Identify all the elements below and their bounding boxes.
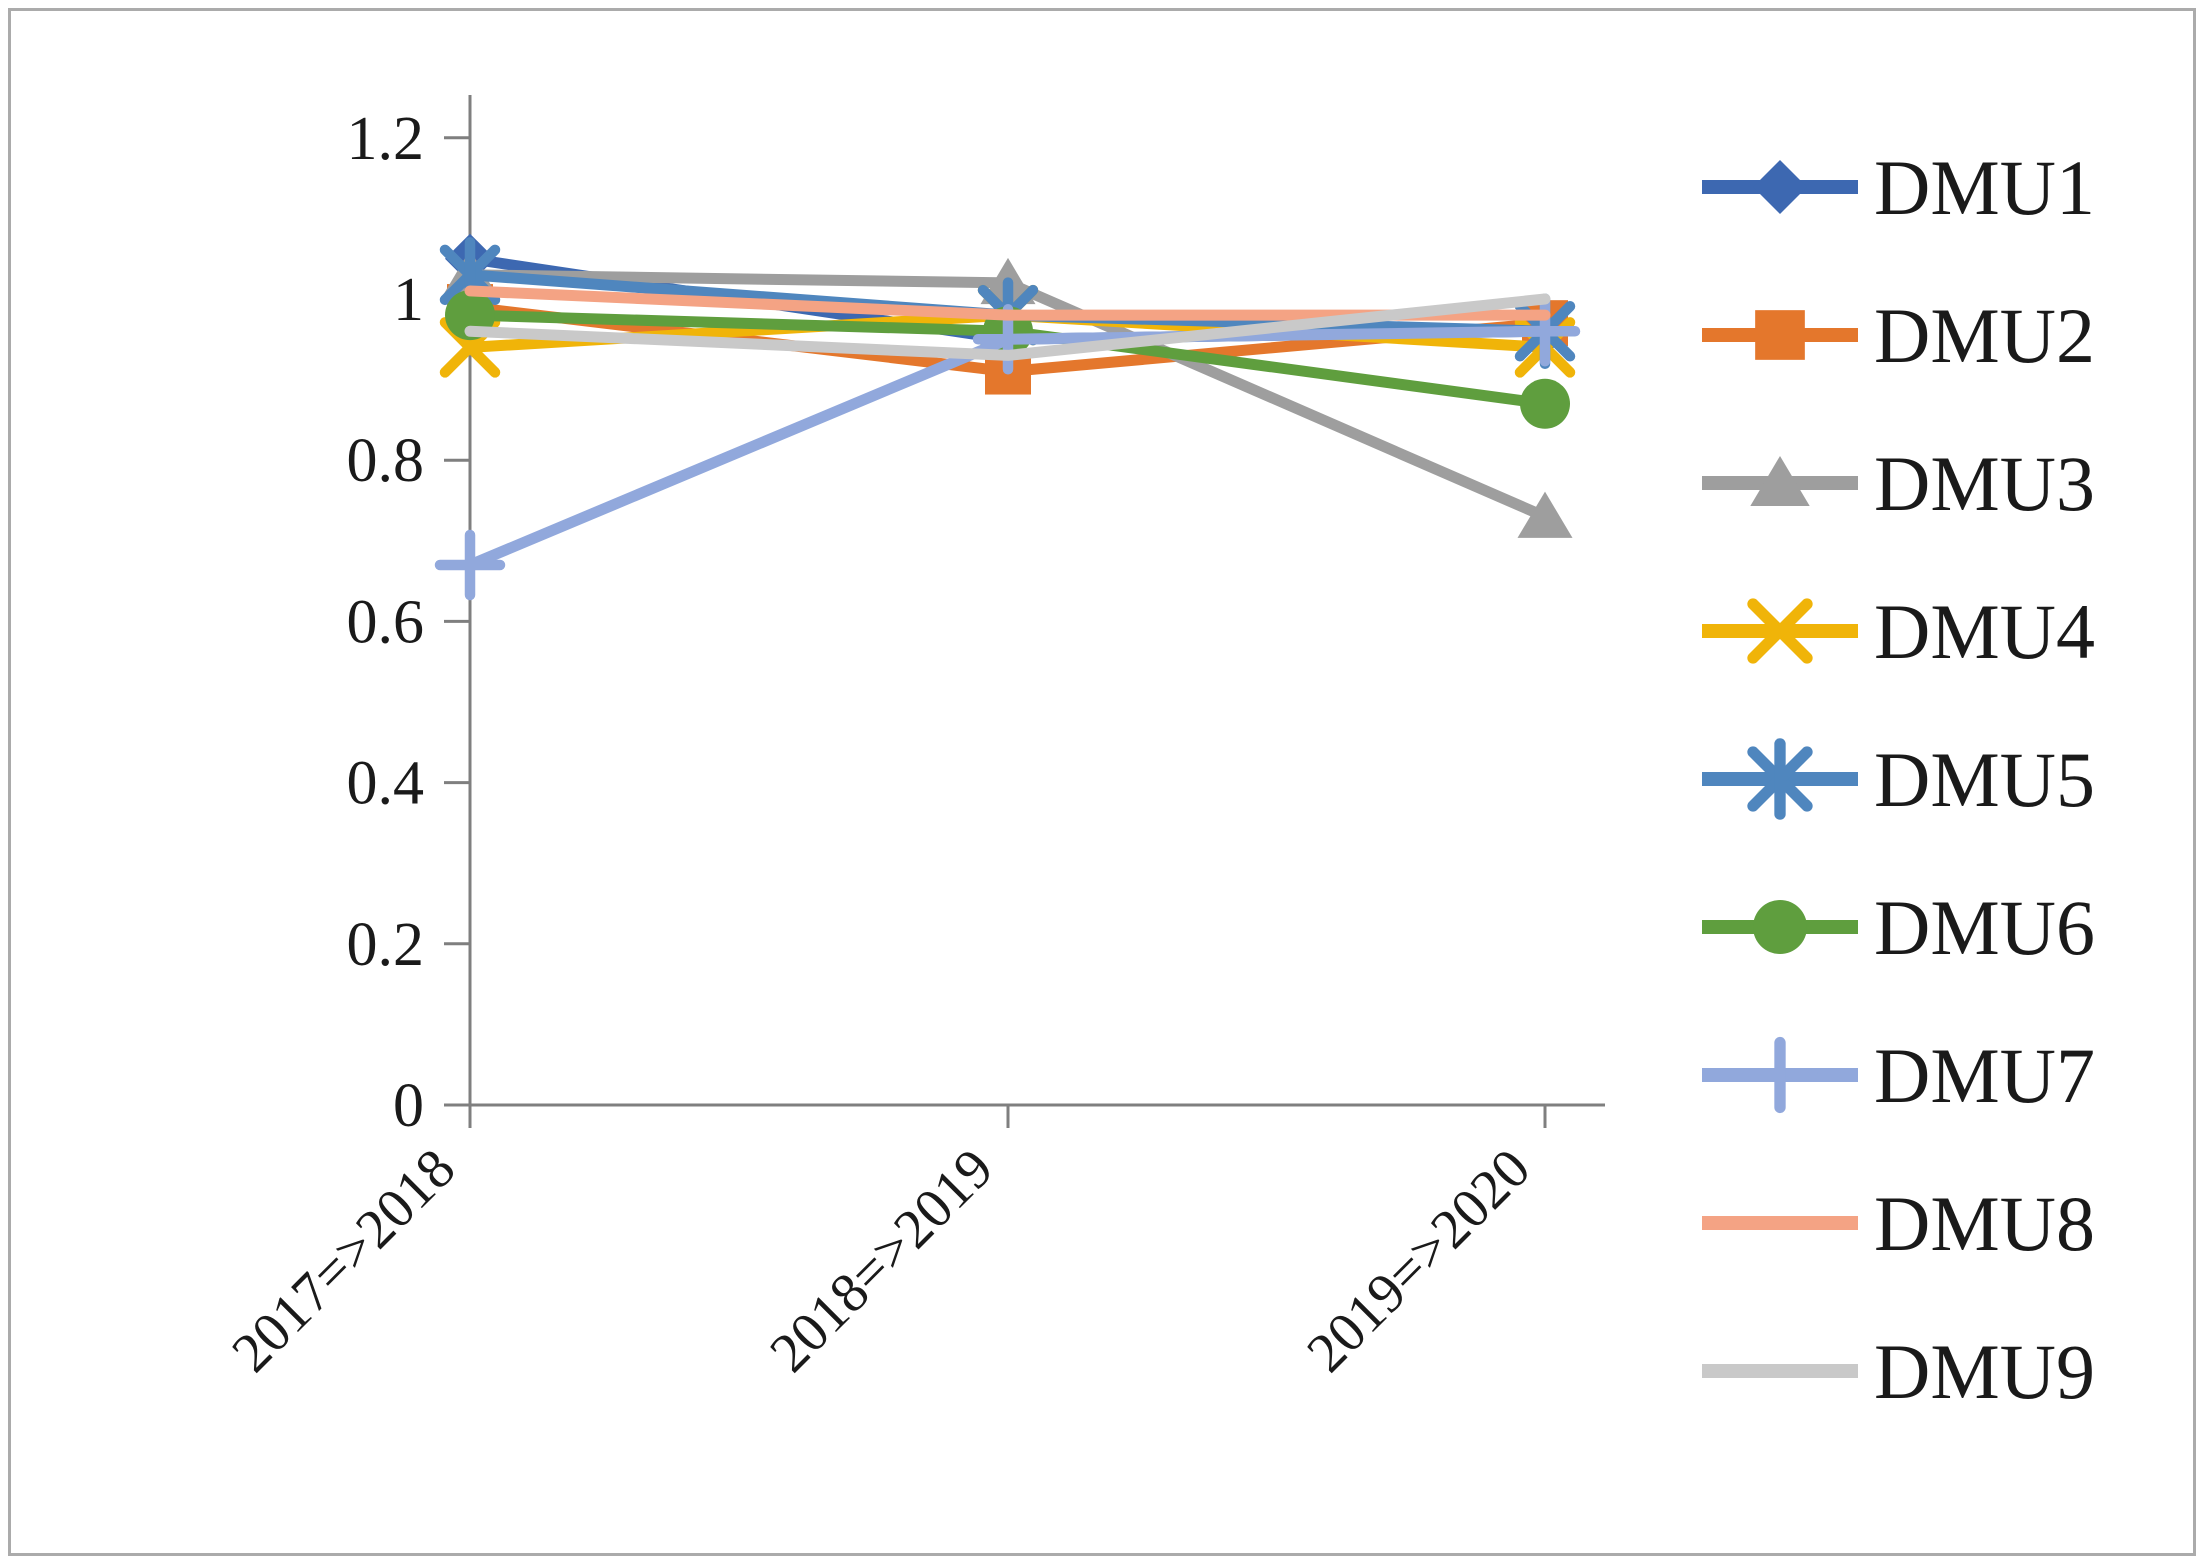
- y-tick-label: 1.2: [347, 105, 425, 173]
- y-tick-label: 1: [393, 266, 424, 334]
- series-DMU9: [464, 293, 1551, 361]
- legend-label: DMU5: [1874, 736, 2095, 823]
- circle-marker-icon: [1520, 378, 1570, 429]
- x-category-label-text: 2018=>2019: [758, 1137, 1005, 1384]
- series-line-DMU9: [464, 293, 1551, 361]
- legend-label: DMU2: [1874, 292, 2095, 379]
- x-category-label: 2019=>2020: [1295, 1137, 1542, 1384]
- diamond-marker-icon: [1753, 160, 1807, 214]
- legend-item-DMU3: DMU3: [1702, 440, 2095, 527]
- legend-label: DMU6: [1874, 884, 2095, 971]
- legend-item-DMU6: DMU6: [1702, 884, 2095, 971]
- x-category-label-text: 2017=>2018: [220, 1137, 467, 1384]
- y-tick-label: 0.4: [347, 750, 425, 818]
- x-category-label: 2017=>2018: [220, 1137, 467, 1384]
- y-tick-label: 0.8: [347, 427, 425, 495]
- y-tick-label: 0: [393, 1072, 424, 1140]
- y-tick-label: 0.2: [347, 911, 425, 979]
- legend-item-DMU4: DMU4: [1702, 588, 2095, 675]
- series-DMU7: [434, 295, 1581, 601]
- triangle-marker-icon: [1750, 456, 1810, 506]
- x-category-label: 2018=>2019: [758, 1137, 1005, 1384]
- legend-label: DMU8: [1874, 1180, 2095, 1267]
- figure-border: [8, 8, 2196, 1556]
- legend-label: DMU3: [1874, 440, 2095, 527]
- legend-item-DMU8: DMU8: [1702, 1180, 2095, 1267]
- legend-item-DMU7: DMU7: [1702, 1032, 2095, 1119]
- legend-item-DMU1: DMU1: [1702, 144, 2095, 231]
- legend-item-DMU2: DMU2: [1702, 292, 2095, 379]
- legend-label: DMU4: [1874, 588, 2095, 675]
- legend-label: DMU7: [1874, 1032, 2095, 1119]
- legend-item-DMU5: DMU5: [1702, 736, 2095, 823]
- y-tick-label: 0.6: [347, 588, 425, 656]
- circle-marker-icon: [1753, 900, 1807, 954]
- legend-label: DMU9: [1874, 1328, 2095, 1415]
- triangle-marker-icon: [1517, 491, 1573, 538]
- square-marker-icon: [1755, 310, 1805, 360]
- x-marker-icon: [1747, 598, 1813, 664]
- x-category-label-text: 2019=>2020: [1295, 1137, 1542, 1384]
- legend-label: DMU1: [1874, 144, 2095, 231]
- legend-item-DMU9: DMU9: [1702, 1328, 2095, 1415]
